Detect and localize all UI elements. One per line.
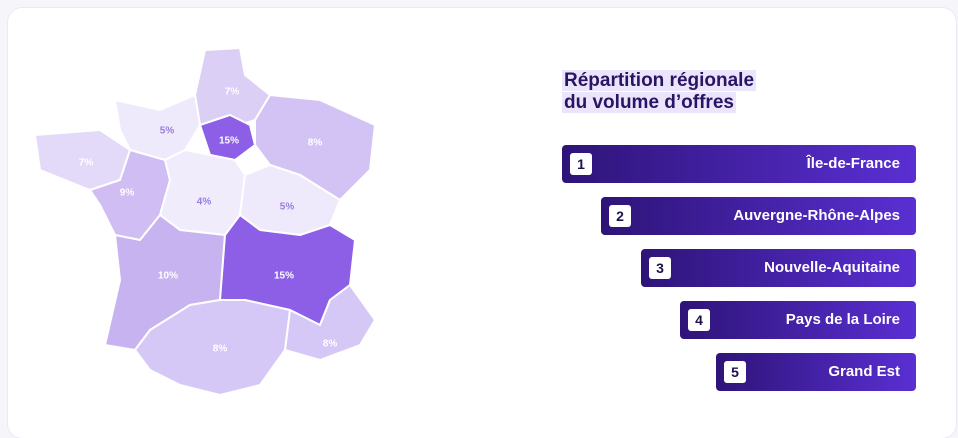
rank-name: Île-de-France	[806, 155, 900, 172]
region-label: 5%	[160, 126, 175, 137]
region-label: 15%	[274, 271, 294, 282]
rank-name: Pays de la Loire	[785, 311, 900, 328]
title: Répartition régionale du volume d’offres	[562, 70, 757, 114]
rank-name: Grand Est	[828, 363, 900, 380]
title-line: Répartition régionale	[562, 70, 757, 91]
region-label: 8%	[323, 339, 338, 350]
region-label: 5%	[280, 202, 295, 213]
rank-item: 1 Île-de-France	[562, 145, 916, 183]
rank-item: 2 Auvergne-Rhône-Alpes	[601, 197, 916, 235]
rank-number: 5	[724, 361, 746, 383]
rank-number: 4	[688, 309, 710, 331]
rank-number: 3	[649, 257, 671, 279]
rank-name: Auvergne-Rhône-Alpes	[733, 207, 900, 224]
region-label: 10%	[158, 271, 178, 282]
rank-number: 2	[609, 205, 631, 227]
region	[284, 284, 376, 361]
region-label: 15%	[219, 136, 239, 147]
region-label: 9%	[120, 188, 135, 199]
region-label: 8%	[308, 138, 323, 149]
region-label: 4%	[197, 197, 212, 208]
rank-item: 3 Nouvelle-Aquitaine	[641, 249, 916, 287]
region-label: 7%	[79, 158, 94, 169]
rank-number: 1	[570, 153, 592, 175]
rank-name: Nouvelle-Aquitaine	[764, 259, 900, 276]
region	[159, 149, 246, 236]
region-label: 7%	[225, 87, 240, 98]
rank-item: 5 Grand Est	[716, 353, 916, 391]
region-label: 8%	[213, 344, 228, 355]
rank-item: 4 Pays de la Loire	[680, 301, 916, 339]
title-line: du volume d’offres	[562, 92, 736, 113]
